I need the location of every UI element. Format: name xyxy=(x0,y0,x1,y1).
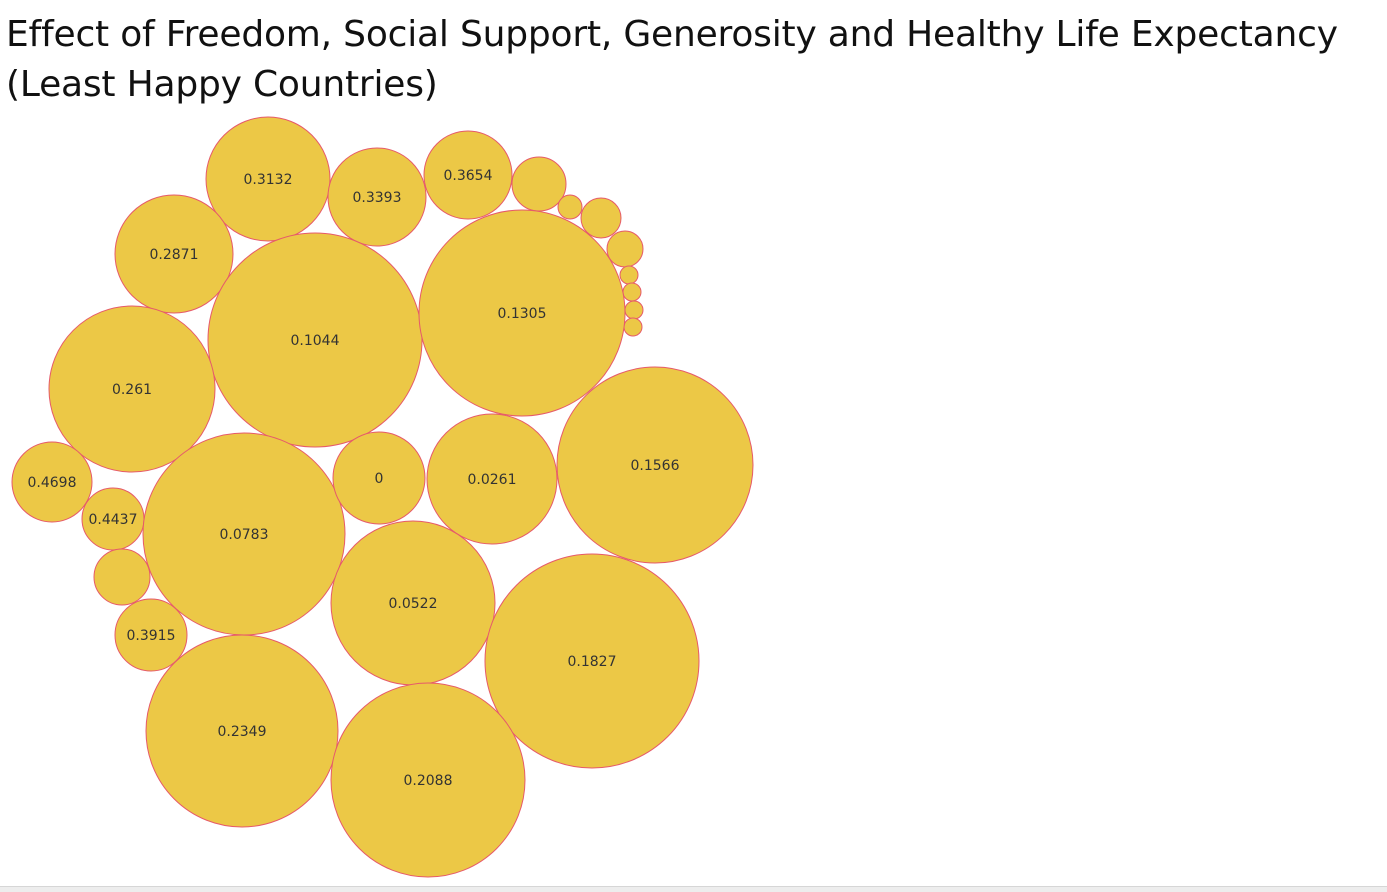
bubble-value-label: 0.3393 xyxy=(353,190,402,206)
bubble-value-label: 0.4437 xyxy=(89,512,138,528)
bubble-group[interactable]: 0.3393 xyxy=(328,148,426,246)
bubble-group[interactable]: 0.3915 xyxy=(115,599,187,671)
bubble-group[interactable]: 0.2871 xyxy=(115,195,233,313)
bubble-value-label: 0.261 xyxy=(112,382,152,398)
bubble[interactable] xyxy=(620,266,638,284)
bubble[interactable] xyxy=(581,198,621,238)
bubble[interactable] xyxy=(623,283,641,301)
bubble-group[interactable]: 0.1305 xyxy=(419,210,625,416)
bubble-group[interactable]: 0.2349 xyxy=(146,635,338,827)
bubble-group[interactable]: 0.4437 xyxy=(82,488,144,550)
bubble-group[interactable]: 0 xyxy=(333,432,425,524)
bubble-group[interactable]: 0.3132 xyxy=(206,117,330,241)
bubble-group[interactable] xyxy=(607,231,643,267)
bubble-value-label: 0.1566 xyxy=(631,458,680,474)
horizontal-scrollbar[interactable] xyxy=(0,886,1387,892)
bubble[interactable] xyxy=(558,195,582,219)
bubble-layer: 0.3132 0.3393 0.3654 0.2871 0.1044 0.1305 0.26… xyxy=(12,117,753,877)
bubble-group[interactable]: 0.0783 xyxy=(143,433,345,635)
bubble-group[interactable]: 0.261 xyxy=(49,306,215,472)
bubble-value-label: 0.3654 xyxy=(444,168,493,184)
bubble-value-label: 0.3132 xyxy=(244,172,293,188)
bubble-value-label: 0.2871 xyxy=(150,247,199,263)
bubble-group[interactable] xyxy=(581,198,621,238)
bubble-group[interactable] xyxy=(623,283,641,301)
bubble-value-label: 0.2349 xyxy=(218,724,267,740)
bubble-group[interactable]: 0.0261 xyxy=(427,414,557,544)
bubble-group[interactable]: 0.3654 xyxy=(424,131,512,219)
bubble-group[interactable] xyxy=(94,549,150,605)
bubble-value-label: 0 xyxy=(375,471,384,487)
bubble-value-label: 0.1827 xyxy=(568,654,617,670)
bubble[interactable] xyxy=(94,549,150,605)
bubble-value-label: 0.3915 xyxy=(127,628,176,644)
bubble-group[interactable]: 0.1044 xyxy=(208,233,422,447)
bubble-group[interactable] xyxy=(558,195,582,219)
bubble-value-label: 0.0522 xyxy=(389,596,438,612)
bubble-group[interactable]: 0.4698 xyxy=(12,442,92,522)
bubble-value-label: 0.0783 xyxy=(220,527,269,543)
bubble-group[interactable] xyxy=(512,157,566,211)
bubble[interactable] xyxy=(624,318,642,336)
bubble-group[interactable]: 0.2088 xyxy=(331,683,525,877)
bubble-value-label: 0.1044 xyxy=(291,333,340,349)
bubble-group[interactable]: 0.0522 xyxy=(331,521,495,685)
bubble-group[interactable] xyxy=(620,266,638,284)
bubble-group[interactable]: 0.1566 xyxy=(557,367,753,563)
bubble[interactable] xyxy=(512,157,566,211)
bubble[interactable] xyxy=(625,301,643,319)
bubble-group[interactable]: 0.1827 xyxy=(485,554,699,768)
bubble-value-label: 0.1305 xyxy=(498,306,547,322)
bubble-value-label: 0.4698 xyxy=(28,475,77,491)
bubble-group[interactable] xyxy=(625,301,643,319)
bubble-value-label: 0.2088 xyxy=(404,773,453,789)
bubble[interactable] xyxy=(607,231,643,267)
bubble-group[interactable] xyxy=(624,318,642,336)
bubble-value-label: 0.0261 xyxy=(468,472,517,488)
